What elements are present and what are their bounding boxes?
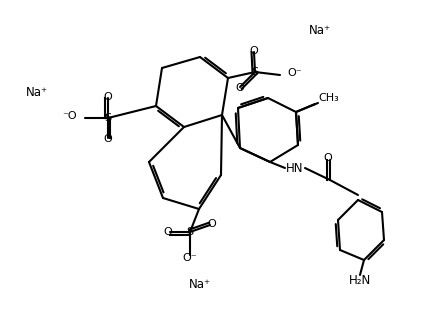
Text: ⁻O: ⁻O [62, 111, 77, 121]
Text: O⁻: O⁻ [287, 68, 302, 78]
Text: O: O [104, 134, 113, 144]
Text: O⁻: O⁻ [183, 253, 197, 263]
Text: H₂N: H₂N [349, 274, 371, 287]
Text: O: O [249, 46, 258, 56]
Text: O: O [324, 153, 332, 163]
Text: O: O [236, 83, 245, 93]
Text: O: O [208, 219, 216, 229]
Text: CH₃: CH₃ [318, 93, 339, 103]
Text: Na⁺: Na⁺ [189, 279, 211, 292]
Text: S: S [187, 227, 194, 237]
Text: Na⁺: Na⁺ [309, 24, 331, 37]
Text: O: O [104, 92, 113, 102]
Text: O: O [163, 227, 172, 237]
Text: S: S [252, 67, 259, 77]
Text: S: S [105, 113, 112, 123]
Text: HN: HN [286, 162, 304, 174]
Text: Na⁺: Na⁺ [26, 85, 48, 98]
